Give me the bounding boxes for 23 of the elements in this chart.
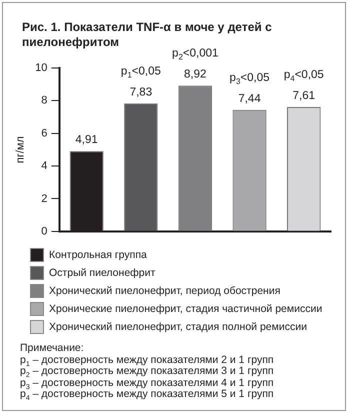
data-label: 8,92 bbox=[184, 68, 206, 81]
y-tick-label: 10 bbox=[35, 62, 48, 74]
text: Примечание: bbox=[20, 342, 85, 354]
chart-title: Рис. 1. Показатели TNF-α в моче у детей с пиелонефритом bbox=[22, 20, 272, 49]
legend-label: Контрольная группа bbox=[49, 249, 147, 261]
legend-label: Хронические пиелонефрит, стадия частичной ремиссии bbox=[49, 303, 322, 315]
data-label: 7,61 bbox=[292, 90, 316, 102]
y-tick-label: 0 bbox=[41, 225, 48, 238]
legend-label: Острый пиелонефрит bbox=[49, 267, 156, 279]
text: p$_{4}$ – достоверность между показателями 5 и 1 групп bbox=[20, 388, 274, 402]
legend-label: Хронический пиелонефрит, стадия полной ремиссии bbox=[49, 321, 307, 333]
y-tick-label: 2 bbox=[41, 192, 48, 205]
text: p$_{1}$ – достоверность между показателями 2 и 1 групп bbox=[20, 354, 274, 368]
y-axis-title: пг/мл bbox=[14, 136, 27, 164]
text: p$_{2}$ – достоверность между показателями 3 и 1 групп bbox=[20, 365, 274, 380]
data-label: 7,44 bbox=[238, 92, 262, 105]
y-tick-label: 4 bbox=[41, 160, 48, 172]
legend-label: Хронический пиелонефрит, период обострения bbox=[49, 285, 280, 297]
data-label: 7,83 bbox=[130, 86, 152, 98]
y-tick-label: 6 bbox=[41, 127, 48, 140]
y-tick-label: 8 bbox=[41, 94, 48, 107]
data-label: 4,91 bbox=[75, 134, 98, 146]
text: p$_{3}$ – достоверность между показателями 4 и 1 групп bbox=[20, 376, 274, 391]
